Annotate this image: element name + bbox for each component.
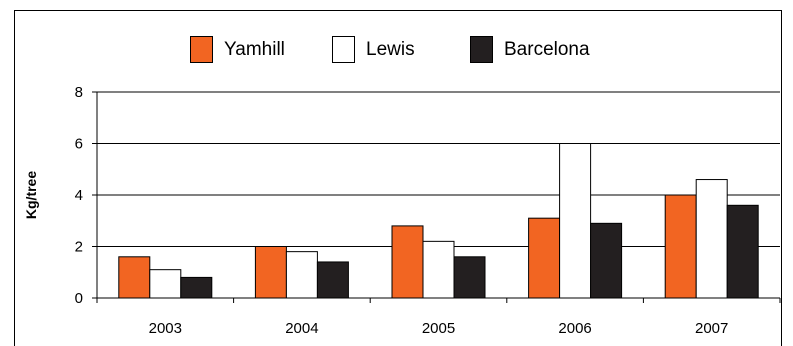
bar-barcelona-2007 — [726, 204, 759, 299]
legend-swatch-lewis — [332, 36, 355, 63]
bars — [118, 143, 759, 299]
bar-lewis-2003 — [149, 269, 182, 299]
legend-item-barcelona: Barcelona — [470, 36, 590, 63]
legend-label-barcelona: Barcelona — [504, 38, 590, 60]
legend-swatch-yamhill — [190, 36, 213, 63]
bar-yamhill-2004 — [254, 246, 287, 299]
y-axis-label: Kg/tree — [23, 171, 39, 219]
y-tick-label: 8 — [75, 84, 83, 101]
axes: 0 2 4 6 8 2003 2004 2005 2006 2007 — [75, 84, 781, 337]
x-tick-label: 2006 — [558, 320, 591, 337]
bar-yamhill-2003 — [118, 256, 151, 299]
bar-barcelona-2006 — [590, 222, 623, 299]
y-tick-label: 0 — [75, 290, 83, 307]
legend-item-yamhill: Yamhill — [190, 36, 285, 63]
legend-label-yamhill: Yamhill — [224, 38, 285, 60]
legend-item-lewis: Lewis — [332, 36, 415, 63]
legend-swatch-barcelona — [470, 36, 493, 63]
bar-barcelona-2004 — [316, 261, 349, 299]
bar-barcelona-2003 — [180, 276, 213, 299]
y-tick-label: 4 — [75, 187, 83, 204]
y-tick-label: 6 — [75, 136, 83, 153]
bar-lewis-2004 — [285, 251, 318, 299]
bar-lewis-2005 — [422, 240, 455, 299]
bar-yamhill-2005 — [391, 225, 424, 299]
x-tick-label: 2003 — [149, 320, 182, 337]
y-tick-label: 2 — [75, 239, 83, 256]
bar-yamhill-2007 — [664, 194, 697, 299]
bar-yamhill-2006 — [528, 217, 561, 299]
legend: Yamhill Lewis Barcelona — [0, 0, 793, 70]
bar-barcelona-2005 — [453, 256, 486, 299]
x-tick-label: 2007 — [695, 320, 728, 337]
x-tick-label: 2004 — [285, 320, 318, 337]
legend-label-lewis: Lewis — [366, 38, 415, 60]
x-tick-label: 2005 — [422, 320, 455, 337]
bar-lewis-2006 — [559, 143, 592, 299]
bar-lewis-2007 — [695, 179, 728, 299]
